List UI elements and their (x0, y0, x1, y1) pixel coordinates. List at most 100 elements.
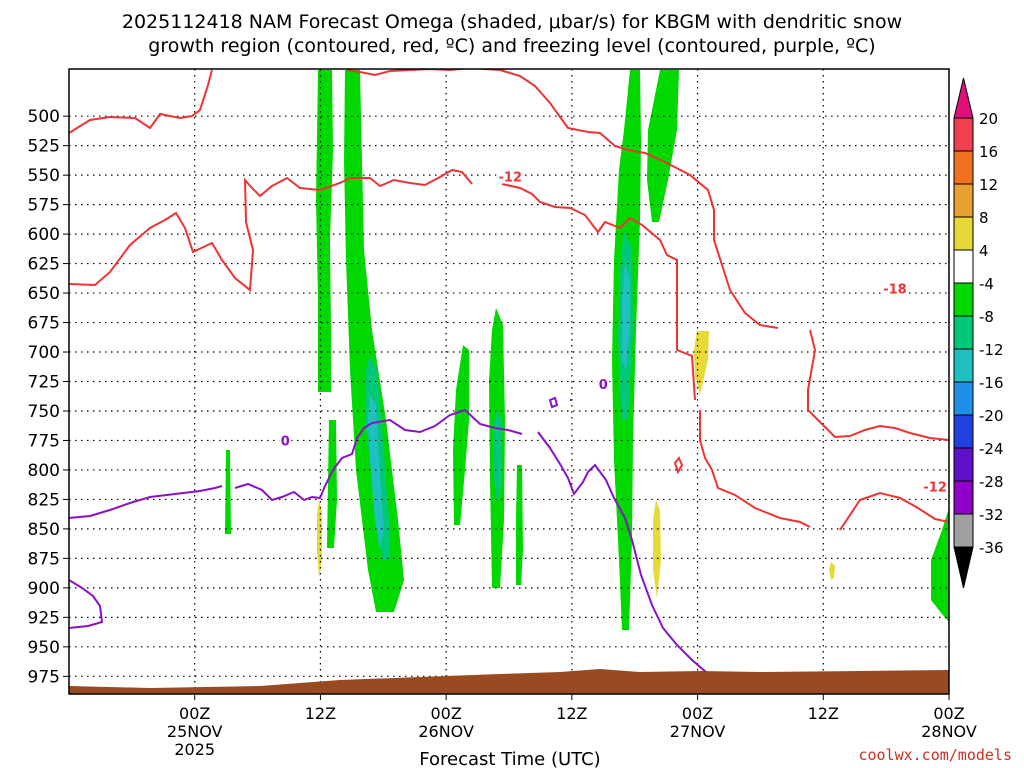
x-tick-label: 12Z (556, 704, 587, 723)
y-tick-label: 650 (28, 284, 60, 304)
red-contour-line (807, 329, 949, 441)
colorbar-label: -36 (979, 539, 1004, 557)
colorbar-label: -28 (979, 473, 1004, 491)
contour-label: 0 (281, 435, 290, 450)
colorbar-swatch (953, 480, 974, 515)
colorbar-swatch (953, 216, 974, 251)
omega-green-region (453, 345, 469, 525)
contour-label-bg (279, 432, 292, 448)
credit-text: coolwx.com/models (858, 746, 1012, 764)
red-contour-line (673, 456, 684, 475)
red-contour-line (346, 69, 779, 329)
x-axis-label: Forecast Time (UTC) (419, 749, 600, 768)
x-tick-year: 2025 (174, 740, 215, 759)
grid-lines (69, 69, 949, 694)
contour-label: -12 (499, 170, 523, 185)
red-contour-line (839, 491, 949, 531)
x-tick-label: 00Z (430, 704, 461, 723)
colorbar-label: -8 (979, 308, 994, 326)
omega-yellow-region (653, 500, 661, 598)
y-tick-label: 625 (28, 255, 60, 275)
purple-contour-line (69, 579, 104, 629)
omega-yellow-region (317, 500, 322, 578)
colorbar: 20 16 12 8 4 -4 -8 -12 -16 -20 -24 -28 -32 -36 (953, 77, 1004, 589)
red-contour-line (699, 410, 811, 528)
y-tick-label: 500 (28, 107, 60, 127)
colorbar-swatch (953, 447, 974, 482)
contour-label-bg (921, 478, 949, 494)
colorbar-label: -20 (979, 407, 1004, 425)
y-tick-label: 600 (28, 225, 60, 245)
colorbar-swatch (953, 282, 974, 317)
x-tick-date: 25NOV (167, 722, 223, 741)
y-tick-label: 825 (28, 490, 60, 510)
colorbar-swatch (953, 183, 974, 218)
y-axis: 500 525 550 575 600 625 650 675 700 725 750 775 800 8… (28, 107, 69, 687)
colorbar-bottom-arrow (953, 546, 974, 589)
y-tick-label: 975 (28, 667, 60, 687)
y-tick-label: 950 (28, 638, 60, 658)
purple-contour-line (234, 408, 523, 502)
colorbar-label: 20 (979, 110, 998, 128)
contour-labels: -12 -18 -12 0 0 (279, 168, 949, 496)
colorbar-label: 16 (979, 143, 998, 161)
y-tick-label: 575 (28, 196, 60, 216)
purple-contour-line (69, 485, 223, 519)
x-tick-date: 27NOV (670, 722, 726, 741)
freezing-level-contours (69, 396, 707, 673)
omega-green-region (516, 465, 523, 585)
x-tick-label: 00Z (682, 704, 713, 723)
x-tick-date: 28NOV (921, 722, 977, 741)
y-tick-label: 900 (28, 579, 60, 599)
omega-yellow-region (829, 562, 835, 580)
y-tick-label: 850 (28, 520, 60, 540)
colorbar-label: -4 (979, 275, 994, 293)
y-tick-label: 525 (28, 137, 60, 157)
colorbar-swatch (953, 150, 974, 185)
x-tick-date: 26NOV (418, 722, 474, 741)
contour-label-bg (597, 376, 610, 392)
chart-title-line1: 2025112418 NAM Forecast Omega (shaded, μ… (122, 11, 902, 33)
colorbar-label: 12 (979, 176, 998, 194)
x-tick-label: 12Z (305, 704, 336, 723)
colorbar-swatch (953, 381, 974, 416)
colorbar-label: 8 (979, 209, 989, 227)
y-tick-label: 750 (28, 402, 60, 422)
colorbar-swatch (953, 513, 974, 548)
contour-label: -12 (923, 481, 947, 496)
colorbar-swatch (953, 249, 974, 284)
colorbar-label: -16 (979, 374, 1004, 392)
purple-contour-line (537, 431, 707, 673)
contour-label-bg (880, 280, 909, 296)
omega-teal-region (493, 410, 502, 505)
x-tick-label: 00Z (179, 704, 210, 723)
purple-contour-line (548, 396, 559, 409)
omega-green-region (931, 508, 949, 622)
contour-label: -18 (883, 283, 907, 298)
x-tick-label: 00Z (933, 704, 964, 723)
y-tick-label: 775 (28, 431, 60, 451)
y-tick-label: 725 (28, 373, 60, 393)
omega-green-region (316, 70, 333, 392)
omega-green-region (327, 420, 337, 548)
omega-cyan-region (368, 395, 384, 550)
colorbar-swatch (953, 348, 974, 383)
colorbar-top-arrow (953, 77, 974, 119)
contour-label-bg (496, 168, 525, 184)
dendritic-contours (69, 69, 949, 531)
x-tick-label: 12Z (808, 704, 839, 723)
colorbar-label: -12 (979, 341, 1004, 359)
y-tick-label: 800 (28, 461, 60, 481)
red-contour-line (69, 69, 213, 134)
y-tick-label: 675 (28, 314, 60, 334)
contour-label: 0 (599, 378, 608, 393)
omega-cyan-region (622, 262, 630, 370)
y-tick-label: 550 (28, 166, 60, 186)
omega-yellow-region (694, 331, 709, 395)
omega-green-region (344, 70, 404, 612)
colorbar-swatch (953, 315, 974, 350)
omega-green-region (225, 450, 231, 534)
red-contour-line (501, 183, 696, 401)
